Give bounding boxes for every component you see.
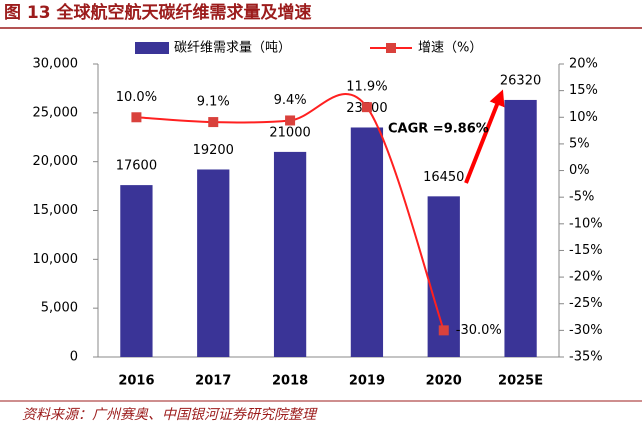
y2-tick-label: -35% (569, 350, 603, 365)
y-tick-label: 25,000 (33, 105, 79, 120)
legend-swatch (135, 42, 169, 54)
y2-tick-label: -5% (569, 190, 594, 205)
bar (273, 151, 307, 357)
y-tick-label: 10,000 (33, 252, 79, 267)
bar (350, 127, 384, 357)
y2-tick-label: 20% (569, 57, 598, 72)
x-tick-label: 2025E (498, 374, 543, 389)
legend-marker (386, 43, 396, 53)
y2-tick-label: -25% (569, 296, 603, 311)
y-tick-label: 20,000 (33, 154, 79, 169)
bar-label: 16450 (423, 170, 464, 185)
growth-label: -30.0% (456, 323, 502, 338)
growth-label: 11.9% (346, 80, 387, 95)
bar-label: 19200 (193, 143, 234, 158)
growth-marker (361, 102, 372, 113)
y2-tick-label: -15% (569, 243, 603, 258)
y2-tick-label: 5% (569, 136, 590, 151)
cagr-arrow (464, 89, 505, 184)
x-tick-label: 2017 (195, 374, 231, 389)
growth-marker (208, 117, 219, 128)
y-tick-label: 5,000 (41, 301, 78, 316)
x-tick-label: 2020 (426, 374, 462, 389)
y-tick-label: 15,000 (33, 203, 79, 218)
cagr-annotation: CAGR =9.86% (388, 122, 489, 137)
y2-tick-label: -10% (569, 216, 603, 231)
y-tick-label: 0 (70, 350, 78, 365)
y-tick-label: 30,000 (33, 57, 79, 72)
source: 资料来源：广州赛奥、中国银河证券研究院整理 (22, 407, 318, 423)
legend-label: 碳纤维需求量（吨） (174, 41, 291, 56)
y2-tick-label: -30% (569, 323, 603, 338)
growth-label: 10.0% (116, 90, 157, 105)
x-tick-label: 2018 (272, 374, 308, 389)
growth-label: 9.4% (274, 93, 307, 108)
growth-marker (131, 112, 142, 123)
bar-label: 26320 (500, 73, 541, 88)
growth-marker (285, 115, 296, 126)
x-tick-label: 2016 (118, 374, 154, 389)
y2-tick-label: -20% (569, 270, 603, 285)
legend-label: 增速（%） (418, 41, 482, 56)
growth-line (136, 93, 445, 331)
y2-tick-label: 10% (569, 110, 598, 125)
bar (504, 99, 537, 357)
growth-label: 9.1% (197, 95, 230, 110)
bar-label: 21000 (269, 125, 310, 140)
y2-tick-label: 15% (569, 83, 598, 98)
growth-marker (438, 325, 449, 336)
bar-label: 17600 (116, 159, 157, 174)
bar (120, 185, 153, 357)
chart-title: 图 13 全球航空航天碳纤维需求量及增速 (4, 2, 312, 23)
bar (197, 169, 230, 357)
y2-tick-label: 0% (569, 163, 590, 178)
x-tick-label: 2019 (349, 374, 385, 389)
